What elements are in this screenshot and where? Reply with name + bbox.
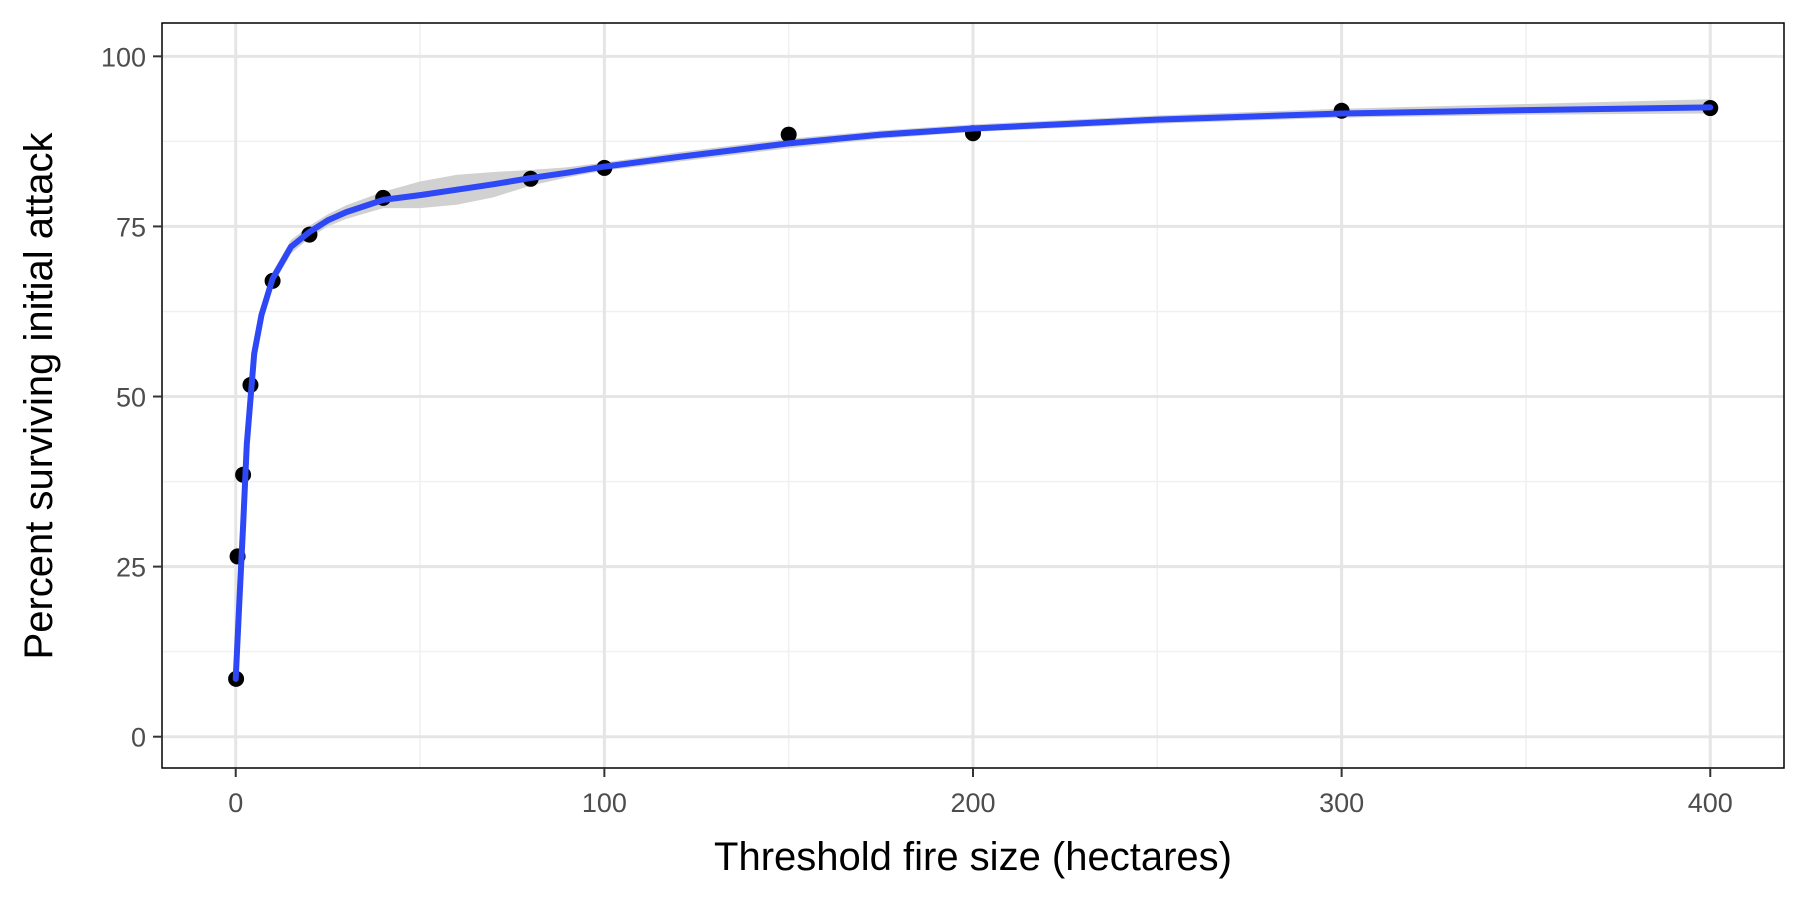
x-tick-label: 0: [228, 788, 243, 818]
x-tick-label: 100: [582, 788, 627, 818]
smooth-line: [232, 104, 1714, 682]
x-tick-label: 400: [1688, 788, 1733, 818]
y-tick-label: 25: [116, 553, 146, 583]
x-tick-label: 200: [950, 788, 995, 818]
y-tick-label: 100: [101, 42, 146, 72]
y-axis-tick-labels: 0 25 50 75 100: [101, 42, 146, 752]
data-point: [780, 126, 797, 143]
y-tick-label: 0: [131, 723, 146, 753]
axis-ticks: [153, 55, 1712, 777]
y-tick-label: 75: [116, 212, 146, 242]
smooth-trend-line: [232, 104, 1714, 682]
x-axis-title: Threshold fire size (hectares): [714, 835, 1232, 879]
y-axis-title: Percent surviving initial attack: [17, 132, 61, 660]
x-tick-label: 300: [1319, 788, 1364, 818]
major-gridlines: [162, 23, 1784, 768]
y-tick-label: 50: [116, 383, 146, 413]
x-axis-tick-labels: 0 100 200 300 400: [228, 788, 1733, 818]
